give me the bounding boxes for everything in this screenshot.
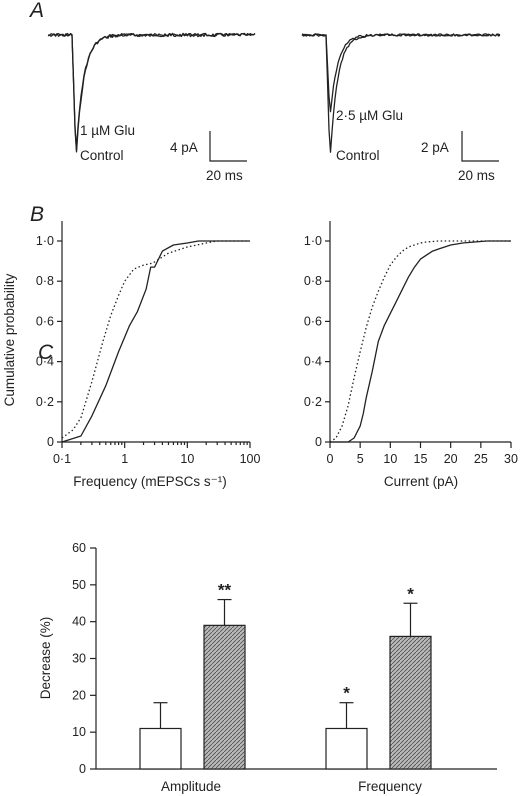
b-right-ytick-label: 0·6	[304, 314, 322, 328]
scale-left-y: 4 pA	[170, 140, 198, 155]
chart-cdf-frequency: 0 0·2 0·4 0·6 0·8 1·0 0·1 1 10 100 Frequency (mEP…	[2, 221, 260, 489]
bar-frequency-white	[325, 727, 368, 770]
category-frequency: Frequency	[358, 779, 422, 794]
c-ytick-label: 0	[79, 762, 86, 776]
axes-b-right	[329, 221, 511, 443]
panel-label-b: B	[30, 203, 44, 226]
series-b-left-dotted	[61, 240, 250, 439]
series-b-right-dotted	[329, 240, 511, 443]
c-ytick-label: 50	[72, 578, 86, 592]
b-right-xtick-label: 10	[383, 452, 397, 466]
significance-marker: **	[218, 581, 232, 600]
series-b-right-solid	[330, 240, 511, 443]
b-left-ytick-label: 1·0	[36, 234, 54, 248]
scale-bar-right	[461, 131, 499, 162]
b-right-ytick-label: 0·2	[304, 395, 322, 409]
ylabel-c: Decrease (%)	[38, 617, 53, 700]
scale-right-y: 2 pA	[421, 140, 449, 155]
panel-a-traces: 1 µM Glu Control 4 pA 20 ms 2·5 µM Glu C…	[47, 32, 501, 183]
trace-a-left-glu	[47, 32, 256, 151]
panel-label-a: A	[28, 0, 44, 22]
b-left-xtick-label: 100	[240, 452, 261, 466]
label-left-drug: 1 µM Glu	[80, 123, 135, 138]
b-right-ytick-label: 0	[315, 435, 322, 449]
trace-a-right-control	[301, 33, 501, 153]
b-right-xtick-label: 20	[444, 452, 458, 466]
c-ytick-label: 20	[72, 688, 86, 702]
label-left-control: Control	[80, 148, 124, 163]
b-right-xtick-label: 5	[357, 452, 364, 466]
category-amplitude: Amplitude	[161, 779, 221, 794]
xlabel-b-left: Frequency (mEPSCs s⁻¹)	[73, 474, 226, 489]
significance-marker: *	[343, 684, 350, 703]
b-right-xtick-label: 30	[504, 452, 518, 466]
axes-b-left	[61, 221, 250, 443]
significance-marker: *	[407, 584, 414, 603]
b-right-xtick-label: 15	[414, 452, 428, 466]
scale-bar-left	[209, 131, 247, 162]
ylabel-b: Cumulative probability	[2, 273, 17, 406]
b-right-xtick-label: 25	[474, 452, 488, 466]
b-left-ytick-label: 0	[47, 435, 54, 449]
trace-a-right-glu	[301, 33, 501, 113]
c-ytick-label: 60	[72, 541, 86, 555]
b-left-ytick-label: 0·4	[36, 355, 54, 369]
label-right-drug: 2·5 µM Glu	[336, 108, 403, 123]
c-ytick-label: 40	[72, 615, 86, 629]
b-left-ytick-label: 0·8	[36, 274, 54, 288]
b-right-ytick-label: 0·8	[304, 274, 322, 288]
b-left-xtick-label: 0·1	[53, 452, 71, 466]
b-left-ytick-label: 0·2	[36, 395, 54, 409]
chart-cdf-current: 0 0·2 0·4 0·6 0·8 1·0 0 5 10 15 20 25 30 Current (pA…	[304, 221, 518, 489]
c-ytick-label: 30	[72, 652, 86, 666]
bar-frequency-hatched	[389, 635, 432, 770]
b-left-ytick-label: 0·6	[36, 314, 54, 328]
scale-left-x: 20 ms	[206, 168, 243, 183]
b-left-xtick-label: 1	[121, 452, 128, 466]
series-b-left-solid	[61, 240, 250, 443]
bar-amplitude-hatched	[203, 624, 246, 770]
scale-right-x: 20 ms	[458, 168, 495, 183]
panel-label-c: C	[38, 341, 54, 364]
b-right-xtick-label: 0	[327, 452, 334, 466]
xlabel-b-right: Current (pA)	[384, 474, 458, 489]
c-ytick-label: 10	[72, 725, 86, 739]
b-right-ytick-label: 1·0	[304, 234, 322, 248]
b-right-ytick-label: 0·4	[304, 355, 322, 369]
label-right-control: Control	[336, 148, 380, 163]
b-left-xtick-label: 10	[180, 452, 194, 466]
bar-amplitude-white	[139, 727, 182, 770]
